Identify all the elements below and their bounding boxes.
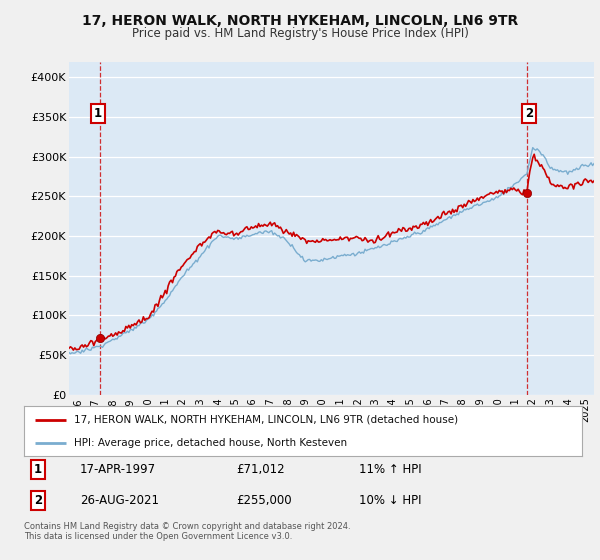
Text: 11% ↑ HPI: 11% ↑ HPI: [359, 463, 421, 476]
Text: 2: 2: [34, 494, 42, 507]
Text: 1: 1: [94, 106, 102, 120]
Text: 17, HERON WALK, NORTH HYKEHAM, LINCOLN, LN6 9TR (detached house): 17, HERON WALK, NORTH HYKEHAM, LINCOLN, …: [74, 414, 458, 424]
Text: Price paid vs. HM Land Registry's House Price Index (HPI): Price paid vs. HM Land Registry's House …: [131, 27, 469, 40]
Text: 1: 1: [34, 463, 42, 476]
Text: Contains HM Land Registry data © Crown copyright and database right 2024.
This d: Contains HM Land Registry data © Crown c…: [24, 522, 350, 542]
Text: 17, HERON WALK, NORTH HYKEHAM, LINCOLN, LN6 9TR: 17, HERON WALK, NORTH HYKEHAM, LINCOLN, …: [82, 14, 518, 28]
Text: 10% ↓ HPI: 10% ↓ HPI: [359, 494, 421, 507]
Text: £71,012: £71,012: [236, 463, 284, 476]
Text: HPI: Average price, detached house, North Kesteven: HPI: Average price, detached house, Nort…: [74, 438, 347, 448]
Text: 26-AUG-2021: 26-AUG-2021: [80, 494, 159, 507]
Text: £255,000: £255,000: [236, 494, 292, 507]
Text: 17-APR-1997: 17-APR-1997: [80, 463, 156, 476]
Text: 2: 2: [525, 106, 533, 120]
